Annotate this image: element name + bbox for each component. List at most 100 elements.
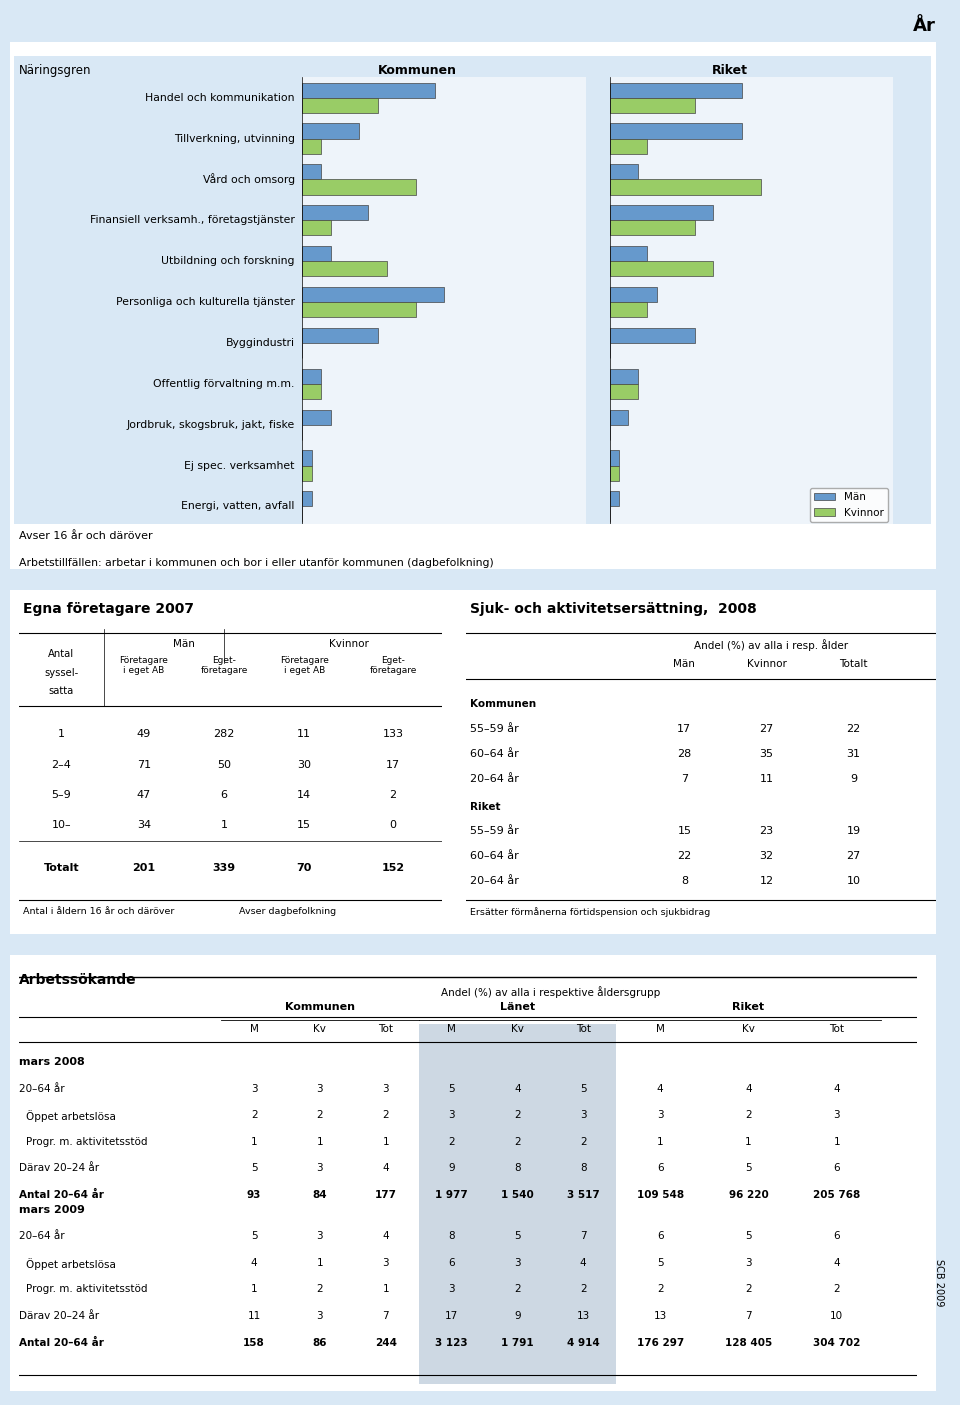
Text: SCB 2009: SCB 2009 <box>934 1259 944 1307</box>
Bar <box>610 246 647 261</box>
Text: syssel-: syssel- <box>44 667 79 677</box>
X-axis label: Procent: Procent <box>731 552 772 562</box>
Text: 2: 2 <box>514 1284 520 1294</box>
Text: 32: 32 <box>759 851 774 861</box>
Text: 50: 50 <box>217 760 231 770</box>
Bar <box>302 205 369 221</box>
Text: Avser dagbefolkning: Avser dagbefolkning <box>239 906 336 916</box>
Text: 201: 201 <box>132 863 156 874</box>
Text: 6: 6 <box>833 1163 840 1173</box>
Text: Avser 16 år och däröver: Avser 16 år och däröver <box>19 531 153 541</box>
Text: Tot: Tot <box>576 1023 590 1034</box>
Text: 1: 1 <box>833 1137 840 1146</box>
Text: 30: 30 <box>298 760 311 770</box>
Text: 27: 27 <box>847 851 861 861</box>
Text: 2: 2 <box>448 1137 455 1146</box>
Text: 1 540: 1 540 <box>501 1190 534 1200</box>
Bar <box>610 221 694 236</box>
Text: 2: 2 <box>580 1137 587 1146</box>
Bar <box>302 465 312 481</box>
Text: 1: 1 <box>317 1137 324 1146</box>
Text: 1: 1 <box>221 819 228 830</box>
Text: 3: 3 <box>448 1110 455 1120</box>
Bar <box>302 83 435 98</box>
Text: Antal 20–64 år: Antal 20–64 år <box>19 1338 104 1347</box>
Text: 93: 93 <box>247 1190 261 1200</box>
Text: 3: 3 <box>382 1257 389 1267</box>
Text: 20–64 år: 20–64 år <box>470 774 519 784</box>
Text: 4: 4 <box>657 1083 663 1094</box>
Text: Därav 20–24 år: Därav 20–24 år <box>19 1163 99 1173</box>
Bar <box>610 205 713 221</box>
Text: 8: 8 <box>514 1163 520 1173</box>
Text: Andel (%) av alla i resp. ålder: Andel (%) av alla i resp. ålder <box>694 639 849 651</box>
Text: Antal i åldern 16 år och däröver: Antal i åldern 16 år och däröver <box>23 906 175 916</box>
Text: Antal 20–64 år: Antal 20–64 år <box>19 1190 104 1200</box>
Text: 3: 3 <box>382 1083 389 1094</box>
Text: 176 297: 176 297 <box>636 1338 684 1347</box>
Text: 9: 9 <box>448 1163 455 1173</box>
Bar <box>610 384 638 399</box>
Text: 4: 4 <box>833 1083 840 1094</box>
Text: 128 405: 128 405 <box>725 1338 772 1347</box>
Text: 70: 70 <box>297 863 312 874</box>
Text: 4: 4 <box>382 1231 389 1242</box>
Text: 15: 15 <box>678 826 691 836</box>
Text: 6: 6 <box>221 790 228 799</box>
Text: 5: 5 <box>745 1163 752 1173</box>
Bar <box>610 139 647 153</box>
Text: 3: 3 <box>580 1110 587 1120</box>
Text: 22: 22 <box>677 851 691 861</box>
Text: 2: 2 <box>514 1137 520 1146</box>
Bar <box>610 261 713 277</box>
Text: 4: 4 <box>580 1257 587 1267</box>
Text: M: M <box>250 1023 258 1034</box>
Text: satta: satta <box>49 686 74 695</box>
Text: 1: 1 <box>745 1137 752 1146</box>
Text: 2–4: 2–4 <box>52 760 71 770</box>
Text: 4: 4 <box>382 1163 389 1173</box>
Text: 6: 6 <box>833 1231 840 1242</box>
Text: Män: Män <box>173 639 195 649</box>
Text: 6: 6 <box>657 1231 663 1242</box>
Text: 10: 10 <box>847 875 861 887</box>
Text: 5: 5 <box>657 1257 663 1267</box>
Text: 1: 1 <box>251 1137 257 1146</box>
Text: Män: Män <box>673 659 695 669</box>
Text: 27: 27 <box>759 724 774 735</box>
Text: 15: 15 <box>298 819 311 830</box>
Text: 71: 71 <box>136 760 151 770</box>
Bar <box>610 492 619 506</box>
Bar <box>610 410 629 424</box>
Text: 28: 28 <box>677 749 691 759</box>
Bar <box>302 164 322 180</box>
Text: Tillverkning, utvinning: Tillverkning, utvinning <box>174 133 295 143</box>
Text: 60–64 år: 60–64 år <box>470 851 519 861</box>
Text: 5: 5 <box>514 1231 520 1242</box>
Text: 1: 1 <box>382 1284 389 1294</box>
Bar <box>302 451 312 465</box>
Text: Sjuk- och aktivitetsersättning,  2008: Sjuk- och aktivitetsersättning, 2008 <box>470 603 757 617</box>
Text: 0: 0 <box>390 819 396 830</box>
Text: 7: 7 <box>745 1311 752 1321</box>
Text: Progr. m. aktivitetsstöd: Progr. m. aktivitetsstöd <box>26 1137 148 1146</box>
Text: 3 517: 3 517 <box>566 1190 600 1200</box>
Text: 2: 2 <box>580 1284 587 1294</box>
Text: 244: 244 <box>374 1338 396 1347</box>
Text: M: M <box>656 1023 664 1034</box>
Text: Energi, vatten, avfall: Energi, vatten, avfall <box>181 502 295 511</box>
Text: Kommunen: Kommunen <box>378 63 457 77</box>
Text: 282: 282 <box>213 729 235 739</box>
Text: 23: 23 <box>759 826 774 836</box>
FancyBboxPatch shape <box>419 1023 616 1384</box>
Text: 20–64 år: 20–64 år <box>19 1231 65 1242</box>
Text: 5–9: 5–9 <box>52 790 71 799</box>
Text: 84: 84 <box>313 1190 327 1200</box>
Text: 4: 4 <box>514 1083 520 1094</box>
Bar <box>302 261 388 277</box>
Text: 3: 3 <box>251 1083 257 1094</box>
Text: Arbetssökande: Arbetssökande <box>19 972 137 986</box>
Text: 49: 49 <box>136 729 151 739</box>
Text: 1: 1 <box>657 1137 663 1146</box>
Text: 9: 9 <box>851 774 857 784</box>
